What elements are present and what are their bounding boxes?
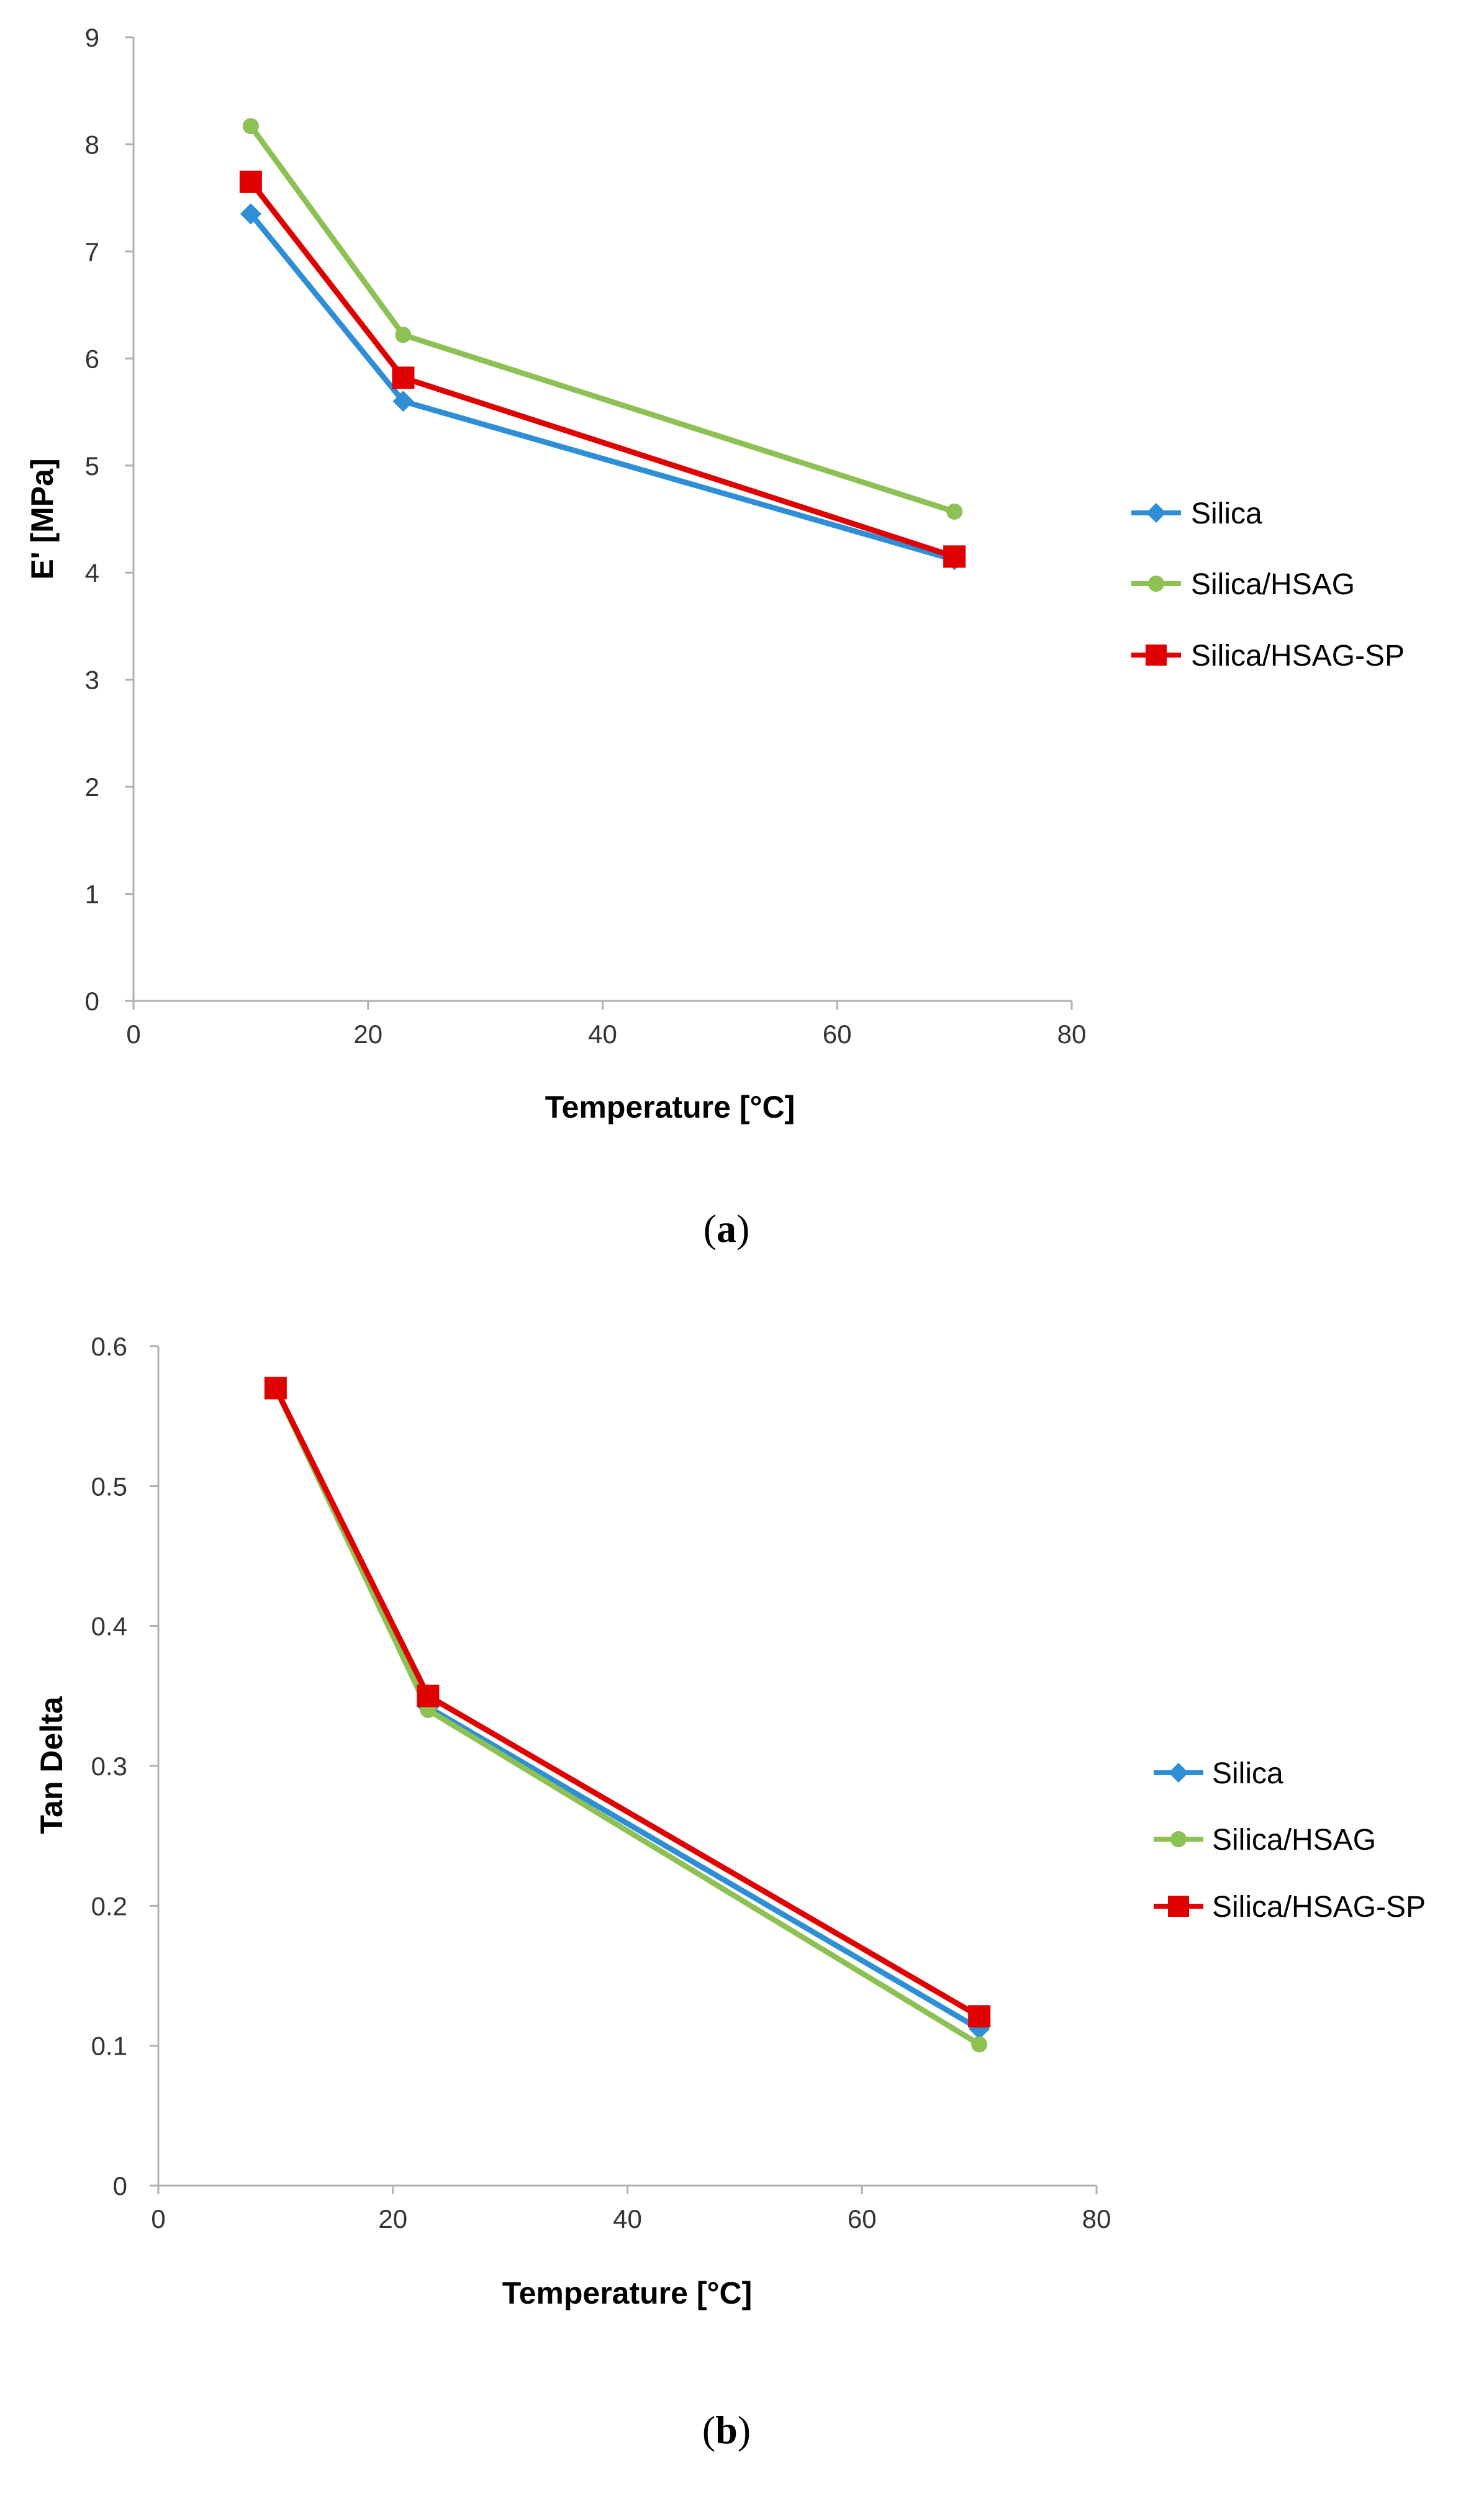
legend: Silica Silica/HSAG Silica/HSAG-SP xyxy=(1131,497,1405,672)
data-point-silica-hsag-sp xyxy=(968,2005,991,2028)
legend-label: Silica/HSAG xyxy=(1212,1824,1376,1857)
data-point-silica-hsag xyxy=(971,2036,988,2053)
series-line-silica xyxy=(248,211,957,563)
legend-label: Silica/HSAG-SP xyxy=(1212,1891,1426,1924)
x-axis-title: Temperature [°C] xyxy=(545,1090,795,1124)
series-line-silica-hsag-sp xyxy=(248,179,957,559)
y-tick-label: 0 xyxy=(113,2171,127,2201)
chart-panel-a: 0 1 2 3 4 5 6 7 8 9 0 20 40 60 80 Temperature [°C] E'… xyxy=(25,23,1405,1251)
x-tick-label: 80 xyxy=(1082,2204,1111,2233)
x-ticks: 0 20 40 60 80 xyxy=(126,1001,1086,1049)
y-ticks: 0 1 2 3 4 5 6 7 8 9 xyxy=(85,23,133,1016)
series-group xyxy=(264,1377,991,2053)
data-point-silica xyxy=(392,391,414,412)
y-ticks: 0 0.1 0.2 0.3 0.4 0.5 0.6 xyxy=(91,1332,158,2201)
caption-letter: a xyxy=(717,1206,736,1251)
legend-item-silica: Silica xyxy=(1131,497,1262,530)
y-tick-label: 0.2 xyxy=(91,1891,127,1921)
legend-label: Silica/HSAG xyxy=(1191,568,1355,601)
y-tick-label: 2 xyxy=(85,772,99,802)
y-tick-label: 0.5 xyxy=(91,1472,127,1501)
y-tick-label: 0 xyxy=(85,987,99,1016)
y-tick-label: 5 xyxy=(85,451,99,481)
x-tick-label: 60 xyxy=(848,2204,877,2233)
x-tick-label: 40 xyxy=(613,2204,642,2233)
legend-square-marker xyxy=(1168,1896,1189,1917)
data-point-silica-hsag-sp xyxy=(943,545,966,568)
legend-diamond-marker xyxy=(1146,503,1166,523)
series-line-silica-hsag-sp xyxy=(273,1385,982,2019)
data-point-silica-hsag-sp xyxy=(417,1685,440,1708)
caption-a: (a) xyxy=(704,1206,750,1251)
x-tick-label: 40 xyxy=(588,1020,617,1049)
data-point-silica-hsag xyxy=(395,327,412,343)
y-axis-title: E' [MPa] xyxy=(25,458,60,579)
series-line-silica xyxy=(273,1385,982,2032)
legend-item-silica-hsag-sp: Silica/HSAG-SP xyxy=(1131,640,1405,672)
data-point-silica-hsag xyxy=(242,118,259,135)
legend-circle-marker xyxy=(1148,576,1164,592)
x-axis-title: Temperature [°C] xyxy=(502,2276,752,2310)
x-tick-label: 0 xyxy=(126,1020,140,1049)
legend-label: Silica xyxy=(1191,497,1262,530)
data-point-silica-hsag-sp xyxy=(392,366,415,389)
x-ticks: 0 20 40 60 80 xyxy=(151,2186,1111,2233)
series-group xyxy=(239,118,966,571)
legend-circle-marker xyxy=(1170,1831,1187,1847)
y-tick-label: 4 xyxy=(85,558,99,587)
y-tick-label: 7 xyxy=(85,237,99,266)
legend-item-silica-hsag: Silica/HSAG xyxy=(1131,568,1355,601)
legend-item-silica-hsag-sp: Silica/HSAG-SP xyxy=(1154,1891,1426,1924)
chart-panel-b: 0 0.1 0.2 0.3 0.4 0.5 0.6 0 20 40 60 80 Temperatur… xyxy=(34,1332,1426,2452)
x-tick-label: 0 xyxy=(151,2204,165,2233)
y-tick-label: 6 xyxy=(85,344,99,373)
data-point-silica-hsag xyxy=(946,503,963,520)
legend-label: Silica xyxy=(1212,1757,1283,1790)
legend-square-marker xyxy=(1146,645,1167,666)
x-tick-label: 20 xyxy=(378,2204,407,2233)
y-axis-title: Tan Delta xyxy=(34,1696,69,1834)
legend-item-silica: Silica xyxy=(1154,1757,1283,1790)
data-point-silica-hsag-sp xyxy=(264,1377,287,1400)
x-tick-label: 80 xyxy=(1057,1020,1087,1049)
y-tick-label: 1 xyxy=(85,880,99,909)
data-point-silica xyxy=(240,203,261,225)
legend-label: Silica/HSAG-SP xyxy=(1191,640,1405,672)
data-point-silica-hsag-sp xyxy=(239,170,262,193)
x-tick-label: 20 xyxy=(353,1020,382,1049)
y-tick-label: 9 xyxy=(85,23,99,52)
y-tick-label: 8 xyxy=(85,130,99,159)
y-tick-label: 0.4 xyxy=(91,1612,127,1641)
y-tick-label: 3 xyxy=(85,666,99,695)
caption-b: (b) xyxy=(702,2408,751,2452)
legend-item-silica-hsag: Silica/HSAG xyxy=(1154,1824,1376,1857)
series-line-silica-hsag xyxy=(273,1385,982,2047)
y-tick-label: 0.1 xyxy=(91,2032,127,2061)
caption-letter: b xyxy=(715,2408,738,2452)
y-tick-label: 0.6 xyxy=(91,1332,127,1361)
legend: Silica Silica/HSAG Silica/HSAG-SP xyxy=(1154,1757,1426,1924)
legend-diamond-marker xyxy=(1169,1763,1188,1783)
x-tick-label: 60 xyxy=(823,1020,852,1049)
y-tick-label: 0.3 xyxy=(91,1752,127,1781)
